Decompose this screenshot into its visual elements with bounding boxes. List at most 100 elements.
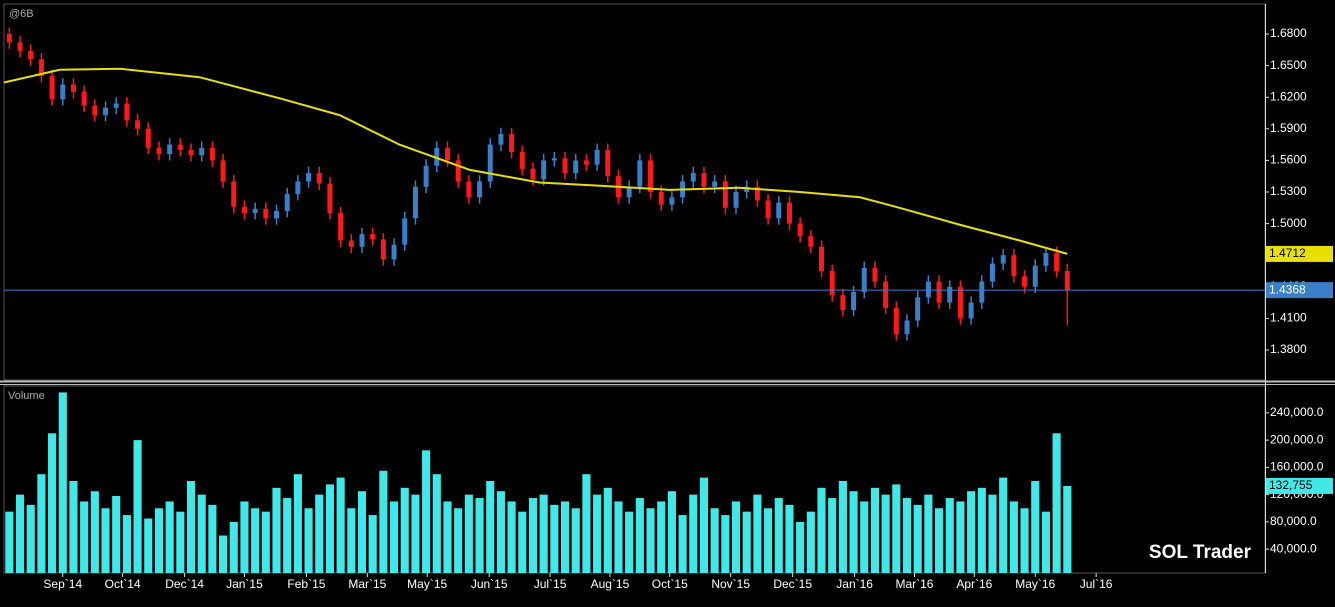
candle-body — [17, 42, 23, 51]
moving-average — [3, 67, 1068, 255]
candle-body — [573, 160, 579, 174]
candle-body — [241, 206, 247, 214]
volume-bar — [1009, 501, 1018, 573]
volume-bar — [176, 511, 185, 573]
candle-body — [648, 160, 654, 192]
volume-bar — [977, 487, 986, 573]
volume-bar — [304, 508, 313, 573]
candle-body — [327, 183, 333, 214]
candle-body — [851, 292, 857, 310]
volume-bar — [261, 511, 270, 573]
candle-body — [840, 295, 846, 310]
plot-layer: 1.38001.41001.44001.47001.50001.53001.56… — [3, 26, 1333, 591]
candle-body — [947, 286, 953, 303]
volume-bar — [37, 474, 46, 573]
volume-bar — [90, 491, 99, 573]
volume-tick-label: 200,000.0 — [1270, 432, 1324, 446]
candle-body — [551, 158, 557, 161]
volume-bar — [336, 477, 345, 573]
volume-bar — [69, 480, 78, 573]
volume-bar — [154, 508, 164, 573]
x-tick-label: Dec`14 — [165, 577, 204, 591]
volume-bar — [165, 501, 174, 573]
candle-body — [722, 181, 728, 208]
volume-bar — [507, 501, 516, 573]
volume-tick-label: 160,000.0 — [1270, 460, 1324, 474]
volume-bar — [432, 474, 441, 573]
volume-bar — [550, 504, 559, 573]
candle-body — [477, 181, 483, 198]
x-tick-label: Oct`15 — [652, 577, 688, 591]
volume-bar — [892, 484, 901, 573]
candle-body — [861, 267, 867, 293]
volume-bar — [251, 508, 260, 573]
candle-body — [220, 160, 226, 182]
x-tick-label: Feb`15 — [287, 577, 325, 591]
candle-body — [316, 173, 322, 184]
candle-body — [733, 192, 739, 208]
candle-body — [712, 181, 718, 187]
candle-body — [541, 160, 547, 180]
candle-body — [370, 234, 376, 240]
candle-body — [177, 144, 183, 150]
candle-body — [637, 160, 643, 187]
candle-body — [1054, 253, 1060, 271]
volume-bar — [379, 470, 388, 573]
candle-body — [49, 76, 55, 100]
candle-body — [263, 208, 269, 219]
candle-body — [819, 246, 825, 271]
volume-bar — [753, 494, 762, 573]
last-price-label: 1.4368 — [1269, 282, 1306, 296]
volume-bar — [1041, 511, 1050, 573]
volume-bar — [956, 501, 965, 573]
volume-bar — [603, 487, 612, 573]
watermark: SOL Trader — [1149, 542, 1252, 563]
candle-body — [765, 200, 771, 219]
volume-tick-label: 80,000.0 — [1270, 514, 1317, 528]
candle-body — [70, 84, 76, 92]
volume-bar — [464, 494, 473, 573]
candle-body — [434, 147, 440, 166]
volume-bar — [913, 504, 922, 573]
volume-bar — [475, 498, 484, 573]
candle-body — [348, 240, 354, 247]
volume-bar — [988, 494, 997, 573]
candle-body — [605, 149, 611, 177]
volume-bar — [838, 480, 847, 573]
x-tick-label: May`15 — [407, 577, 447, 591]
x-tick-label: Jan`16 — [836, 577, 873, 591]
volume-bar — [101, 508, 110, 573]
y-tick-label: 1.5300 — [1270, 184, 1307, 198]
volume-bar — [870, 487, 880, 573]
volume-bar — [849, 491, 858, 573]
y-tick-label: 1.3800 — [1270, 342, 1307, 356]
x-tick-label: Mar`15 — [348, 577, 386, 591]
candle-body — [808, 236, 814, 247]
volume-bar — [411, 494, 420, 573]
volume-bar — [817, 487, 826, 573]
volume-bar — [1020, 508, 1029, 573]
candle-body — [274, 210, 280, 219]
ma-tag — [1266, 245, 1333, 262]
volume-bar — [678, 515, 687, 573]
candle-body — [455, 160, 461, 182]
volume-bar — [657, 501, 666, 573]
volume-tick-label: 40,000.0 — [1270, 541, 1317, 555]
volume-bar — [357, 491, 367, 573]
candle-body — [60, 84, 66, 100]
candle-body — [594, 149, 600, 165]
volume-bar — [186, 480, 196, 573]
candle-body — [188, 149, 194, 156]
x-tick-label: Nov`15 — [711, 577, 750, 591]
volume-bar — [240, 501, 249, 573]
volume-title: Volume — [8, 390, 45, 402]
candle-body — [1000, 255, 1006, 264]
candle-body — [167, 144, 173, 155]
candle-body — [444, 147, 450, 161]
volume-bar — [219, 535, 228, 573]
candle-body — [423, 165, 429, 187]
volume-bar — [806, 511, 815, 573]
volume-bar — [1031, 480, 1040, 573]
candle-body — [669, 197, 675, 205]
volume-bar — [689, 494, 698, 573]
